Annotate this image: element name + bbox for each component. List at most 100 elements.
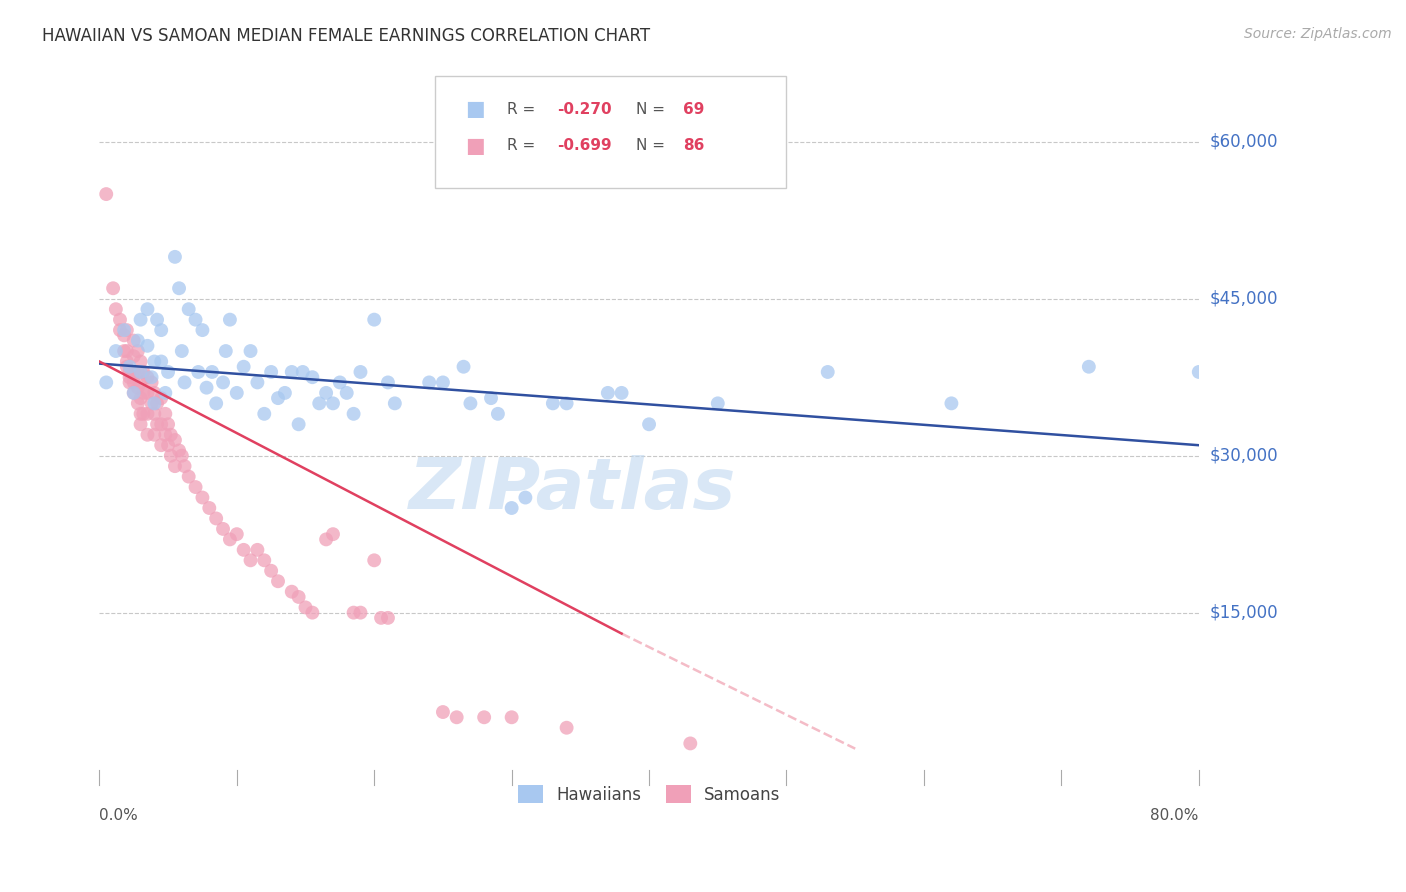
Point	[132, 365, 155, 379]
Point	[232, 542, 254, 557]
Point	[679, 736, 702, 750]
Text: N =: N =	[636, 102, 669, 117]
Point	[342, 606, 364, 620]
Point	[486, 407, 509, 421]
Point	[129, 407, 152, 421]
Point	[115, 354, 138, 368]
Text: ■: ■	[465, 99, 485, 120]
Point	[501, 710, 523, 724]
Point	[817, 365, 839, 379]
Point	[707, 396, 730, 410]
Point	[118, 370, 141, 384]
Point	[136, 370, 159, 384]
Point	[157, 365, 180, 379]
Point	[150, 354, 173, 368]
Point	[384, 396, 406, 410]
Point	[377, 376, 399, 390]
Point	[432, 705, 454, 719]
Point	[132, 385, 155, 400]
Point	[501, 501, 523, 516]
Point	[1077, 359, 1099, 374]
Point	[118, 376, 141, 390]
Point	[349, 365, 371, 379]
Point	[260, 564, 283, 578]
Point	[418, 376, 440, 390]
Point	[122, 349, 145, 363]
Point	[294, 600, 316, 615]
Point	[177, 302, 200, 317]
Text: 80.0%: 80.0%	[1150, 808, 1199, 823]
Point	[127, 396, 149, 410]
Point	[225, 527, 247, 541]
Point	[638, 417, 661, 432]
Point	[170, 449, 193, 463]
Text: $60,000: $60,000	[1211, 133, 1278, 151]
Point	[232, 359, 254, 374]
Text: $45,000: $45,000	[1211, 290, 1278, 308]
Point	[150, 391, 173, 405]
Point	[129, 376, 152, 390]
Point	[118, 359, 141, 374]
Point	[342, 407, 364, 421]
Point	[146, 396, 169, 410]
Point	[112, 323, 135, 337]
Point	[155, 427, 177, 442]
Point	[301, 606, 323, 620]
Point	[198, 501, 221, 516]
Point	[159, 427, 181, 442]
Point	[239, 344, 262, 359]
Point	[201, 365, 224, 379]
Text: ZIPatlas: ZIPatlas	[408, 455, 735, 524]
Text: -0.270: -0.270	[557, 102, 612, 117]
Text: HAWAIIAN VS SAMOAN MEDIAN FEMALE EARNINGS CORRELATION CHART: HAWAIIAN VS SAMOAN MEDIAN FEMALE EARNING…	[42, 27, 651, 45]
Point	[253, 553, 276, 567]
Point	[143, 407, 166, 421]
Point	[132, 407, 155, 421]
Point	[219, 312, 242, 326]
Point	[150, 417, 173, 432]
Point	[155, 407, 177, 421]
Point	[159, 449, 181, 463]
Point	[308, 396, 330, 410]
Point	[173, 459, 195, 474]
Point	[187, 365, 209, 379]
Point	[167, 281, 190, 295]
Point	[155, 385, 177, 400]
Point	[555, 396, 578, 410]
Point	[108, 323, 131, 337]
Point	[287, 417, 309, 432]
Point	[239, 553, 262, 567]
Point	[267, 391, 290, 405]
Point	[136, 302, 159, 317]
Point	[291, 365, 314, 379]
Point	[555, 721, 578, 735]
Point	[329, 376, 352, 390]
Point	[246, 542, 269, 557]
Point	[143, 354, 166, 368]
FancyBboxPatch shape	[434, 76, 786, 187]
Point	[104, 302, 127, 317]
Point	[267, 574, 290, 589]
Point	[610, 385, 633, 400]
Point	[115, 359, 138, 374]
Text: R =: R =	[508, 102, 540, 117]
Point	[432, 376, 454, 390]
Point	[195, 381, 218, 395]
Point	[143, 427, 166, 442]
Point	[136, 427, 159, 442]
Point	[246, 376, 269, 390]
Point	[101, 281, 124, 295]
Point	[315, 533, 337, 547]
Point	[127, 334, 149, 348]
Point	[253, 407, 276, 421]
Text: $15,000: $15,000	[1211, 604, 1278, 622]
Point	[157, 417, 180, 432]
Point	[453, 359, 475, 374]
Point	[370, 611, 392, 625]
Point	[141, 396, 163, 410]
Point	[141, 376, 163, 390]
Point	[170, 344, 193, 359]
Point	[215, 344, 238, 359]
Point	[122, 334, 145, 348]
Text: 0.0%: 0.0%	[100, 808, 138, 823]
